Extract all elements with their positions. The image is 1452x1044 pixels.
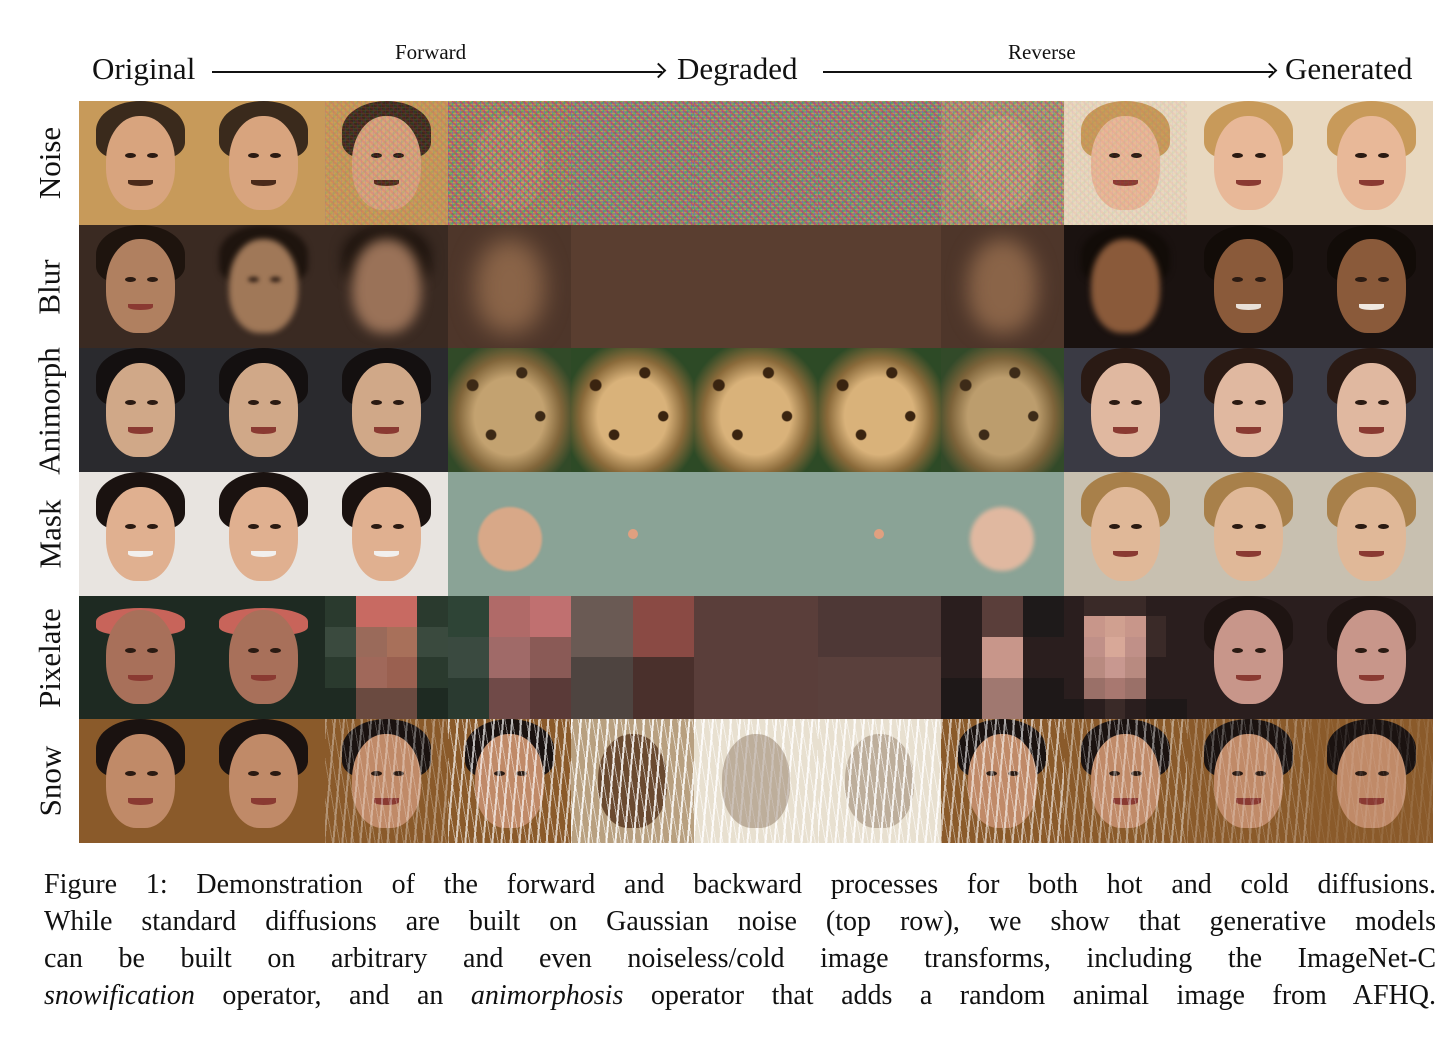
mask-generated-image [1063, 471, 1187, 596]
row-label-mask: Mask [32, 499, 68, 569]
mask-forward-image [448, 471, 572, 596]
header-forward: Forward [395, 40, 467, 64]
blur-forward-image [325, 224, 449, 349]
caption-line: While standard diffusions are built on G… [44, 906, 1436, 937]
mask-forward-image [325, 471, 449, 596]
animorph-forward-image [325, 348, 449, 472]
mask-degraded-image [571, 471, 695, 596]
blur-generated-image [1063, 224, 1187, 349]
animorph-degraded-image [817, 348, 941, 472]
header-original: Original [92, 51, 196, 86]
row-label-snow: Snow [32, 745, 68, 817]
pixelate-reverse-image [940, 595, 1064, 720]
pixelate-forward-image [202, 595, 326, 720]
animorph-generated-image [1309, 348, 1433, 472]
header-reverse: Reverse [1008, 40, 1076, 64]
noise-generated-image [1063, 101, 1187, 225]
row-label-animorph: Animorph [32, 346, 67, 475]
noise-degraded-image [817, 101, 941, 225]
forward-arrow [212, 71, 662, 73]
animorph-reverse-image [940, 348, 1064, 472]
noise-degraded-image [694, 101, 818, 225]
mask-original-image [79, 471, 203, 596]
noise-forward-image [325, 101, 449, 225]
caption-emphasis: animorphosis [470, 980, 624, 1011]
mask-forward-image [202, 471, 326, 596]
blur-degraded-image [571, 224, 695, 349]
pixelate-degraded-image [694, 595, 818, 720]
snow-reverse-image [940, 719, 1064, 843]
snow-original-image [79, 719, 203, 843]
mask-generated-image [1186, 471, 1310, 596]
snow-degraded-image [817, 719, 941, 843]
image-grid [79, 101, 1433, 843]
pixelate-forward-image [325, 595, 449, 720]
noise-forward-image [202, 101, 326, 225]
noise-degraded-image [571, 101, 695, 225]
pixelate-generated-image [1063, 595, 1187, 720]
blur-reverse-image [940, 224, 1064, 349]
pixelate-degraded-image [571, 595, 695, 720]
row-label-blur: Blur [32, 259, 67, 315]
animorph-forward-image [448, 348, 572, 472]
animorph-generated-image [1063, 348, 1187, 472]
blur-forward-image [202, 224, 326, 349]
blur-degraded-image [694, 224, 818, 349]
noise-original-image [79, 101, 203, 225]
snow-forward-image [448, 719, 572, 843]
snow-degraded-image [571, 719, 695, 843]
noise-reverse-image [940, 101, 1064, 225]
blur-generated-image [1309, 224, 1433, 349]
snow-generated-image [1309, 719, 1433, 843]
blur-degraded-image [817, 224, 941, 349]
noise-generated-image [1186, 101, 1310, 225]
mask-reverse-image [940, 471, 1064, 596]
mask-generated-image [1309, 471, 1433, 596]
reverse-arrow [823, 71, 1273, 73]
header-degraded: Degraded [677, 51, 798, 86]
snow-forward-image [202, 719, 326, 843]
snow-degraded-image [694, 719, 818, 843]
caption-line: snowification operator, and an animorpho… [44, 980, 1436, 1011]
snow-generated-image [1186, 719, 1310, 843]
animorph-degraded-image [571, 348, 695, 472]
pixelate-degraded-image [817, 595, 941, 720]
pixelate-forward-image [448, 595, 572, 720]
row-label-noise: Noise [32, 126, 68, 200]
blur-forward-image [448, 224, 572, 349]
noise-forward-image [448, 101, 572, 225]
pixelate-original-image [79, 595, 203, 720]
animorph-generated-image [1186, 348, 1310, 472]
caption-line: Figure 1: Demonstration of the forward a… [44, 869, 1436, 900]
pixelate-generated-image [1186, 595, 1310, 720]
snow-forward-image [325, 719, 449, 843]
animorph-forward-image [202, 348, 326, 472]
figure-caption: Figure 1: Demonstration of the forward a… [44, 866, 1436, 1014]
header-generated: Generated [1285, 51, 1413, 86]
mask-degraded-image [694, 471, 818, 596]
caption-emphasis: snowification [44, 980, 195, 1011]
row-label-pixelate: Pixelate [32, 607, 68, 708]
pixelate-generated-image [1309, 595, 1433, 720]
blur-original-image [79, 224, 203, 349]
caption-line: can be built on arbitrary and even noise… [44, 943, 1436, 974]
blur-generated-image [1186, 224, 1310, 349]
mask-degraded-image [817, 471, 941, 596]
animorph-degraded-image [694, 348, 818, 472]
noise-generated-image [1309, 101, 1433, 225]
snow-generated-image [1063, 719, 1187, 843]
animorph-original-image [79, 348, 203, 472]
